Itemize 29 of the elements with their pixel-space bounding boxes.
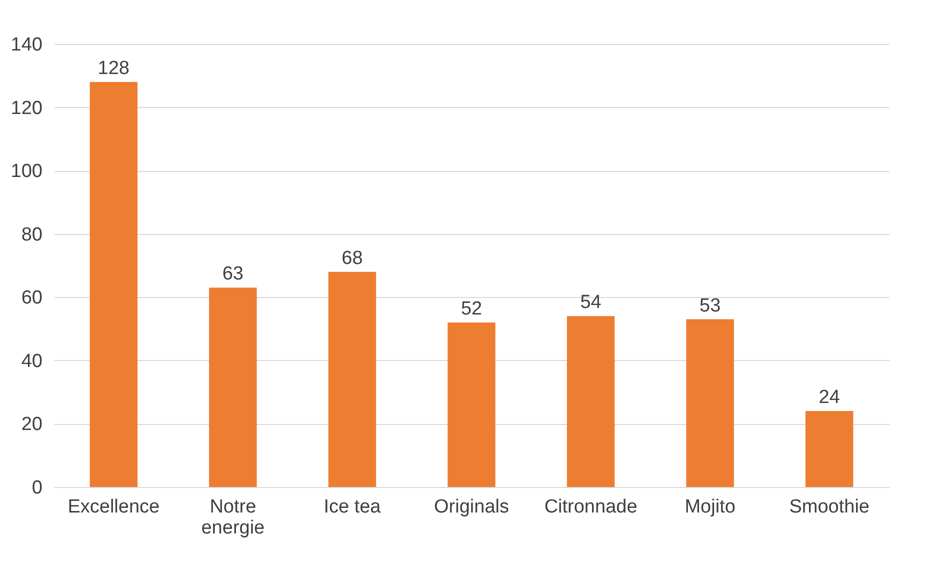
y-tick-label: 80 — [21, 224, 42, 246]
y-tick-label: 100 — [10, 161, 42, 182]
bar — [209, 288, 257, 487]
x-tick-label: Excellence — [68, 496, 160, 518]
y-tick-label: 140 — [10, 34, 42, 56]
data-label: 24 — [818, 387, 840, 408]
data-label: 52 — [460, 298, 482, 320]
y-tick-label: 60 — [21, 288, 42, 309]
bar — [566, 316, 615, 487]
bar — [806, 411, 854, 487]
data-label: 63 — [222, 264, 244, 285]
bar — [328, 272, 376, 487]
x-tick-label: Mojito — [684, 496, 736, 518]
y-tick-label: 0 — [32, 478, 42, 498]
x-tick-label: Originals — [434, 496, 509, 518]
y-tick-label: 120 — [10, 98, 42, 119]
bar — [90, 82, 138, 487]
y-tick-label: 20 — [21, 414, 42, 436]
data-label: 128 — [98, 58, 130, 79]
y-tick-label: 40 — [21, 350, 42, 372]
x-tick-label: Citronnade — [544, 496, 638, 518]
x-tick-label: Smoothie — [789, 496, 870, 518]
data-label: 53 — [700, 295, 721, 316]
x-tick-label: Ice tea — [324, 496, 382, 518]
x-tick-label: Notre energie — [201, 496, 265, 538]
bar — [448, 322, 496, 487]
data-label: 68 — [342, 248, 363, 269]
bar — [686, 319, 734, 487]
data-label: 54 — [580, 292, 602, 314]
